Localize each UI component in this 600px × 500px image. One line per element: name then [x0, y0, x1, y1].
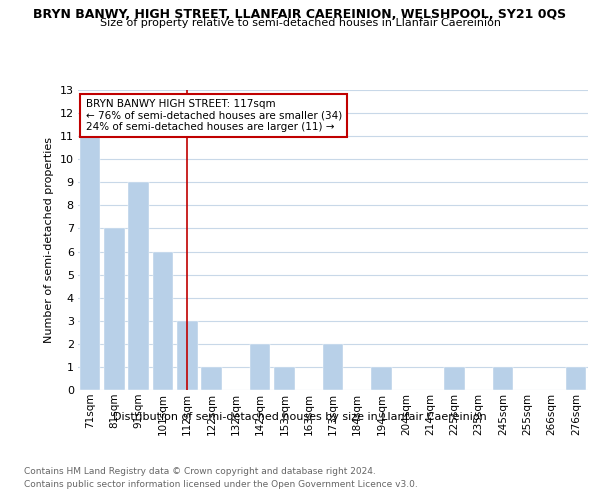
Bar: [250, 344, 271, 390]
Bar: [274, 367, 295, 390]
Text: BRYN BANWY, HIGH STREET, LLANFAIR CAEREINION, WELSHPOOL, SY21 0QS: BRYN BANWY, HIGH STREET, LLANFAIR CAEREI…: [34, 8, 566, 20]
Bar: [128, 182, 149, 390]
Text: Contains HM Land Registry data © Crown copyright and database right 2024.: Contains HM Land Registry data © Crown c…: [24, 468, 376, 476]
Bar: [177, 321, 197, 390]
Y-axis label: Number of semi-detached properties: Number of semi-detached properties: [44, 137, 54, 343]
Text: Contains public sector information licensed under the Open Government Licence v3: Contains public sector information licen…: [24, 480, 418, 489]
Bar: [80, 136, 100, 390]
Text: Size of property relative to semi-detached houses in Llanfair Caereinion: Size of property relative to semi-detach…: [100, 18, 500, 28]
Bar: [201, 367, 222, 390]
Text: Distribution of semi-detached houses by size in Llanfair Caereinion: Distribution of semi-detached houses by …: [113, 412, 487, 422]
Bar: [152, 252, 173, 390]
Bar: [371, 367, 392, 390]
Bar: [323, 344, 343, 390]
Bar: [566, 367, 586, 390]
Text: BRYN BANWY HIGH STREET: 117sqm
← 76% of semi-detached houses are smaller (34)
24: BRYN BANWY HIGH STREET: 117sqm ← 76% of …: [86, 99, 342, 132]
Bar: [493, 367, 514, 390]
Bar: [444, 367, 465, 390]
Bar: [104, 228, 125, 390]
